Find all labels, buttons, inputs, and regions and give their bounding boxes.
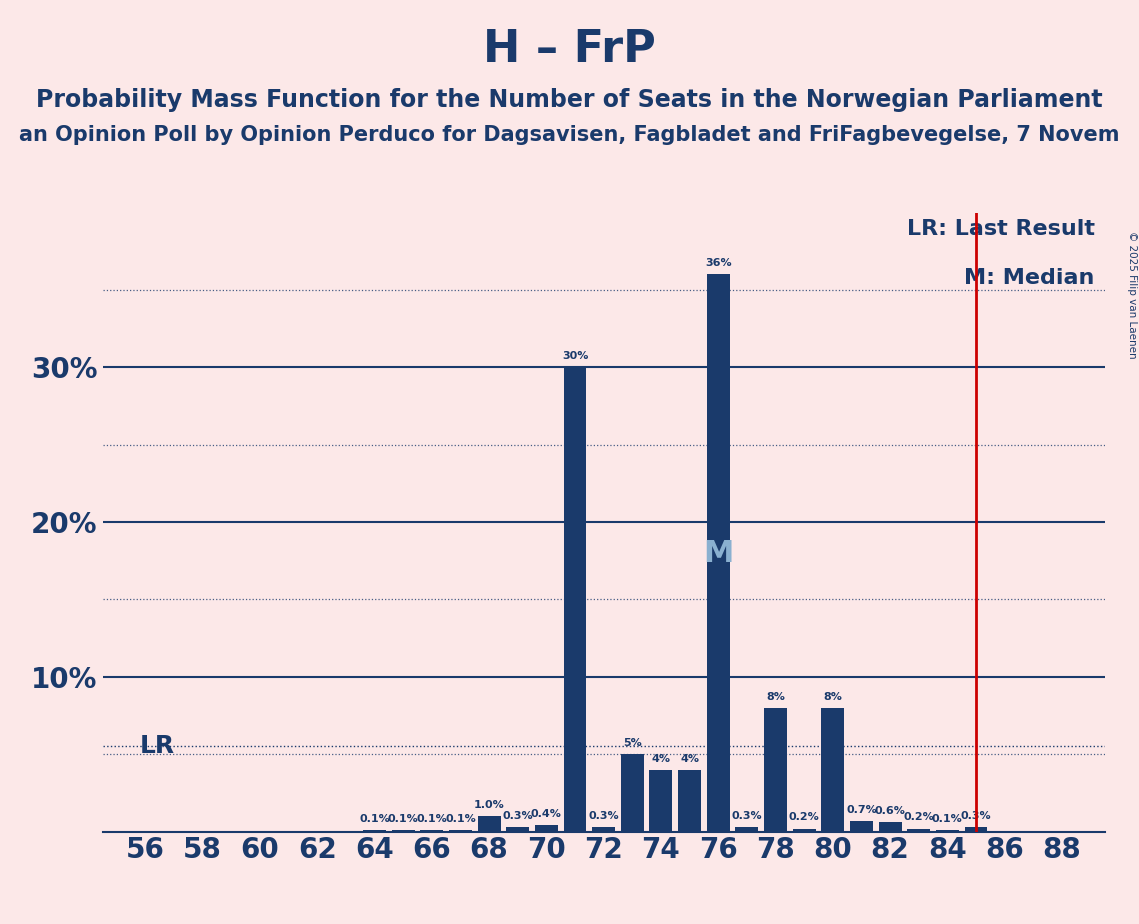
Bar [420, 830, 443, 832]
Bar [793, 829, 816, 832]
Bar [878, 822, 901, 832]
Text: 8%: 8% [767, 691, 785, 701]
Bar [908, 829, 931, 832]
Text: 0.7%: 0.7% [846, 805, 877, 815]
Bar [649, 770, 672, 832]
Text: 0.1%: 0.1% [417, 814, 448, 824]
Text: 0.2%: 0.2% [789, 812, 819, 822]
Text: 0.3%: 0.3% [589, 810, 618, 821]
Bar [592, 827, 615, 832]
Text: © 2025 Filip van Laenen: © 2025 Filip van Laenen [1126, 231, 1137, 359]
Text: 0.4%: 0.4% [531, 809, 562, 820]
Bar [564, 367, 587, 832]
Bar [621, 754, 644, 832]
Bar [507, 827, 530, 832]
Text: M: Median: M: Median [965, 268, 1095, 288]
Bar [392, 830, 415, 832]
Text: 0.3%: 0.3% [502, 810, 533, 821]
Text: 0.1%: 0.1% [932, 814, 962, 824]
Bar [363, 830, 386, 832]
Text: 0.3%: 0.3% [960, 810, 991, 821]
Text: 0.1%: 0.1% [359, 814, 390, 824]
Bar [707, 274, 730, 832]
Bar [449, 830, 472, 832]
Bar [821, 708, 844, 832]
Text: LR: Last Result: LR: Last Result [907, 219, 1095, 238]
Bar [678, 770, 700, 832]
Text: 1.0%: 1.0% [474, 800, 505, 810]
Text: 36%: 36% [705, 258, 731, 268]
Text: 8%: 8% [823, 691, 842, 701]
Text: 4%: 4% [680, 753, 699, 763]
Text: 0.1%: 0.1% [445, 814, 476, 824]
Text: Probability Mass Function for the Number of Seats in the Norwegian Parliament: Probability Mass Function for the Number… [36, 88, 1103, 112]
Text: 30%: 30% [562, 351, 588, 361]
Bar [736, 827, 759, 832]
Text: H – FrP: H – FrP [483, 28, 656, 71]
Text: 0.3%: 0.3% [731, 810, 762, 821]
Text: 0.2%: 0.2% [903, 812, 934, 822]
Text: 4%: 4% [652, 753, 671, 763]
Text: an Opinion Poll by Opinion Perduco for Dagsavisen, Fagbladet and FriFagbevegelse: an Opinion Poll by Opinion Perduco for D… [19, 125, 1120, 145]
Bar [477, 816, 500, 832]
Bar [535, 825, 558, 832]
Text: M: M [703, 539, 734, 567]
Bar [965, 827, 988, 832]
Text: 0.6%: 0.6% [875, 806, 906, 816]
Bar [764, 708, 787, 832]
Bar [850, 821, 872, 832]
Text: 0.1%: 0.1% [388, 814, 418, 824]
Bar [936, 830, 959, 832]
Text: LR: LR [140, 735, 175, 759]
Text: 5%: 5% [623, 738, 641, 748]
